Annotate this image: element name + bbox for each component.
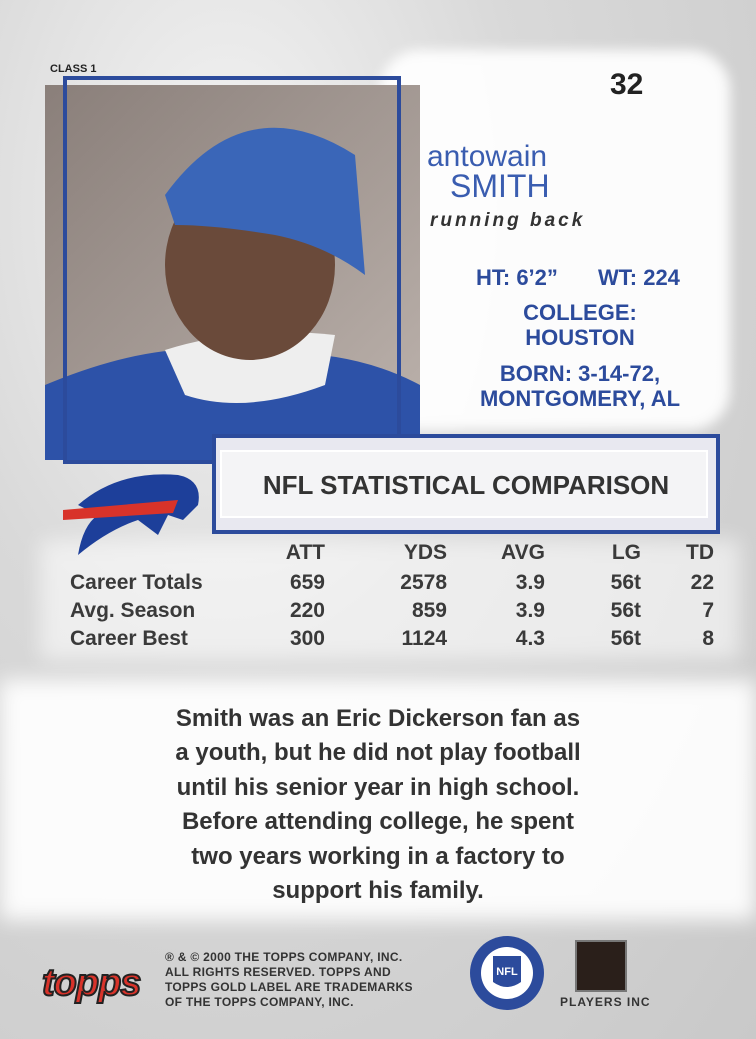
nfl-shield: [470, 936, 544, 1010]
bio-line: Smith was an Eric Dickerson fan as: [175, 705, 581, 732]
stat-value: 2578: [400, 571, 447, 594]
team-logo: [63, 474, 199, 555]
stat-value: 659: [289, 571, 325, 594]
college: HOUSTON: [525, 325, 635, 350]
stat-value: 56t: [610, 599, 641, 622]
stat-value: 3.9: [515, 571, 545, 594]
class-label: CLASS 1: [50, 63, 97, 75]
college-label: COLLEGE:: [523, 300, 637, 325]
copyright-line: OF THE TOPPS COMPANY, INC.: [165, 995, 354, 1009]
weight: WT: 224: [598, 265, 680, 290]
bio-line: support his family.: [272, 877, 484, 904]
stat-value: 22: [690, 571, 714, 594]
stat-value: 1124: [401, 627, 447, 650]
bio-line: until his senior year in high school.: [176, 773, 580, 801]
glow-table: [40, 540, 740, 660]
bio-line: two years working in a factory to: [191, 842, 565, 870]
position: running back: [430, 210, 586, 231]
bio-line: a youth, but he did not play football: [175, 739, 581, 767]
column-header: AVG: [501, 541, 545, 564]
copyright-line: ALL RIGHTS RESERVED. TOPPS AND: [165, 965, 391, 979]
bio-line: Before attending college, he spent: [181, 808, 575, 836]
column-header: TD: [686, 541, 714, 564]
column-header: YDS: [403, 541, 447, 564]
stat-value: 3.9: [515, 599, 545, 622]
glow-top: [380, 50, 730, 430]
stat-value: 300: [289, 627, 325, 650]
column-header: ATT: [285, 541, 325, 564]
row-label: Career Best: [70, 627, 188, 650]
stat-value: 8: [702, 627, 714, 650]
row-label: Avg. Season: [70, 599, 196, 622]
born: BORN: 3-14-72,: [499, 361, 661, 386]
stat-value: 220: [289, 599, 325, 622]
last-name: SMITH: [450, 168, 550, 204]
column-header: LG: [611, 541, 641, 564]
height: HT: 6’2”: [476, 265, 558, 290]
stats-title: NFL STATISTICAL COMPARISON: [262, 470, 670, 500]
stat-value: 7: [702, 599, 714, 622]
players-icon: [575, 940, 627, 992]
brand-logo: topps: [41, 961, 142, 1005]
player-photo: [45, 85, 420, 460]
players-text: PLAYERS INC: [560, 995, 651, 1009]
card-number: 32: [610, 68, 644, 101]
glow-bio: [0, 680, 756, 920]
row-label: Career Totals: [70, 571, 203, 594]
photo-frame: [63, 76, 401, 464]
nfl-text: NFL: [496, 966, 518, 978]
stat-value: 859: [411, 599, 447, 622]
stat-value: 4.3: [515, 627, 545, 650]
copyright-line: TOPPS GOLD LABEL ARE TRADEMARKS: [165, 980, 413, 994]
stat-value: 56t: [610, 627, 641, 650]
first-name: antowain: [427, 140, 548, 173]
stat-value: 56t: [610, 571, 641, 594]
copyright-line: ® & © 2000 THE TOPPS COMPANY, INC.: [165, 950, 403, 964]
stats-box-inner: [220, 450, 708, 518]
birthplace: MONTGOMERY, AL: [479, 386, 681, 411]
